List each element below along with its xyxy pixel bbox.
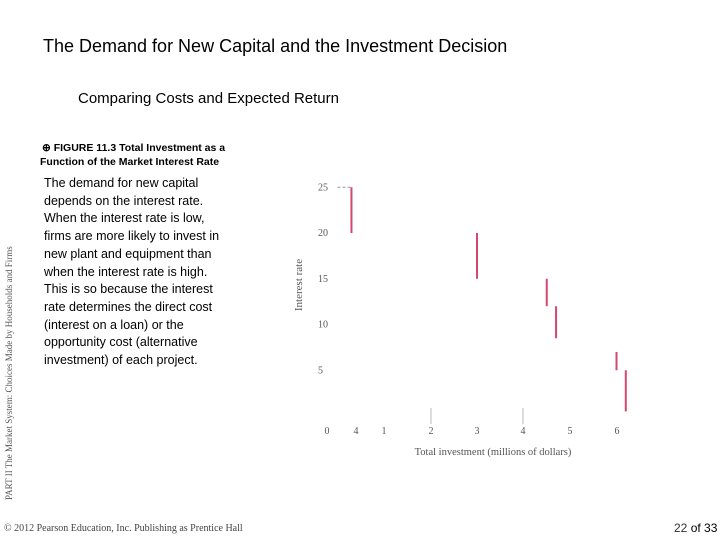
y-tick-label: 20 (318, 228, 328, 239)
body-line: The demand for new capital (44, 176, 199, 190)
y-tick-label: 25 (318, 182, 328, 193)
y-tick-label: 5 (318, 365, 323, 376)
title: The Demand for New Capital and the Inves… (43, 36, 508, 56)
page-of: of 33 (690, 521, 718, 535)
body-line: When the interest rate is low, (44, 211, 205, 226)
x-tick-label: 1 (382, 426, 387, 437)
body-line: when the interest rate is high. (44, 264, 208, 279)
body-line: rate determines the direct cost (44, 299, 213, 314)
body-line: depends on the interest rate. (44, 193, 204, 208)
caption-line: FIGURE 11.3 Total Investment as a (53, 142, 226, 154)
x-tick-label: 5 (568, 426, 573, 437)
x-tick-label: 4 (521, 426, 526, 437)
y-tick-label: 15 (318, 274, 328, 285)
body-line: investment) of each project. (44, 353, 198, 368)
x-axis-label: Total investment (millions of dollars) (415, 447, 572, 458)
body-line: opportunity cost (alternative (44, 335, 198, 350)
x-tick-label: 3 (475, 426, 480, 437)
caption: ⊕ FIGURE 11.3 Total Investment as a (42, 142, 226, 154)
x-tick-label: 2 (429, 426, 434, 437)
body-line: firms are more likely to invest in (44, 229, 220, 244)
page: 22 (674, 521, 688, 535)
body-line: (interest on a loan) or the (44, 317, 184, 332)
x-tick-label: 4 (354, 426, 359, 437)
page-number: 22 of 33 (674, 521, 717, 535)
body-line: This is so because the interest (44, 282, 213, 297)
copyright: © 2012 Pearson Education, Inc. Publishin… (4, 523, 243, 534)
x-tick-label: 6 (615, 426, 620, 437)
body-text: The demand for new capital depends on the… (44, 175, 219, 370)
subtitle: Comparing Costs and Expected Return (78, 90, 339, 107)
caption-line: Function of the Market Interest Rate (40, 156, 220, 168)
body-line: new plant and equipment than (44, 246, 212, 261)
y-axis-label: Interest rate (293, 259, 305, 311)
y-tick-label: 10 (318, 320, 328, 331)
x-tick-label: 0 (325, 426, 330, 437)
